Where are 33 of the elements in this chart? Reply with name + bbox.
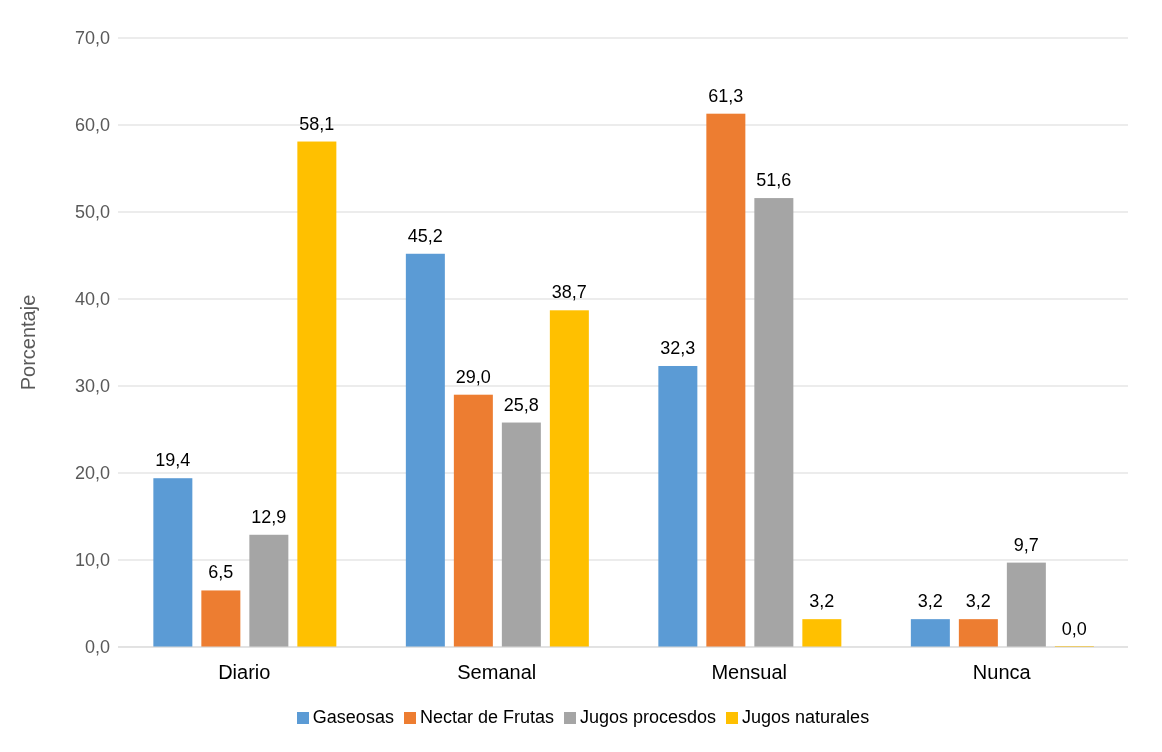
data-label: 9,7 [1013, 534, 1039, 555]
data-label: 58,1 [299, 113, 335, 134]
y-tick-label: 70,0 [74, 28, 110, 49]
y-tick-label: 60,0 [74, 115, 110, 136]
legend-label: Jugos naturales [742, 707, 870, 727]
x-tick-label: Mensual [711, 661, 788, 684]
data-label: 0,0 [1061, 619, 1087, 639]
y-tick-label: 0,0 [84, 637, 110, 658]
legend-label: Jugos procesdos [579, 707, 717, 727]
data-label: 61,3 [708, 85, 744, 106]
y-tick-label: 20,0 [74, 463, 110, 484]
data-label: 3,2 [965, 591, 991, 612]
data-label: 29,0 [455, 366, 491, 387]
data-label: 45,2 [407, 225, 443, 246]
x-tick-label: Nunca [972, 661, 1032, 684]
y-tick-label: 40,0 [74, 289, 110, 310]
data-label: 3,2 [809, 591, 835, 612]
data-label: 19,4 [155, 450, 191, 471]
data-label: 51,6 [756, 170, 792, 191]
data-label: 25,8 [503, 394, 539, 415]
x-tick-label: Diario [218, 661, 271, 684]
data-label: 12,9 [251, 506, 287, 527]
data-label: 6,5 [208, 562, 234, 583]
data-label: 3,2 [917, 591, 943, 612]
x-tick-label: Semanal [457, 661, 537, 684]
y-axis-title: Porcentaje [17, 294, 40, 391]
y-tick-label: 30,0 [74, 376, 110, 397]
data-label: 32,3 [660, 337, 696, 358]
y-tick-label: 10,0 [74, 550, 110, 571]
data-label: 38,7 [551, 282, 587, 303]
legend-label: Nectar de Frutas [419, 707, 554, 727]
y-tick-label: 50,0 [74, 202, 110, 223]
legend-label: Gaseosas [312, 707, 394, 727]
